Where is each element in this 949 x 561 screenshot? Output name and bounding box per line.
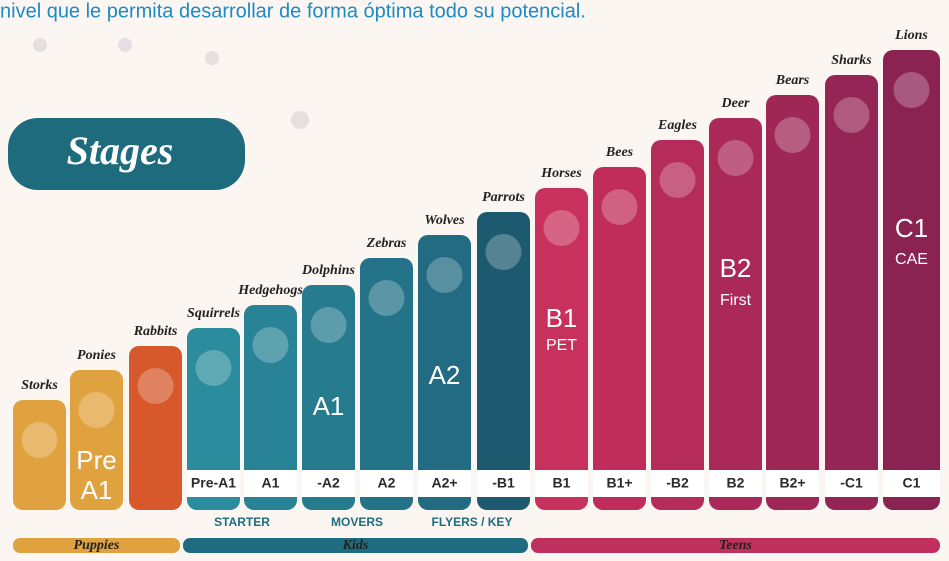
animal-illustration [834,97,870,133]
level-label: C1 [903,475,921,491]
animal-illustration [427,257,463,293]
heading: Stages [67,128,174,173]
exam-name: CAE [895,251,928,268]
level-big: B1 [546,303,578,333]
exam-name: First [720,292,752,309]
level-label: Pre-A1 [191,475,236,491]
level-label: -C1 [840,475,863,491]
animal-name: Rabbits [133,324,178,339]
animal-illustration [253,327,289,363]
group-label: STARTER [214,515,270,529]
level-label: B2 [727,475,745,491]
level-label: B1+ [606,475,632,491]
animal-name: Zebras [366,236,407,251]
page: nivel que le permita desarrollar de form… [0,0,949,556]
level-label: -B2 [666,475,689,491]
animal-name: Ponies [77,348,116,363]
animal-name: Hedgehogs [237,283,303,298]
animal-illustration [369,280,405,316]
decor [118,38,132,52]
decor [205,51,219,65]
animal-name: Bears [775,73,810,88]
level-label: B1 [553,475,571,491]
intro-text: nivel que le permita desarrollar de form… [0,0,586,22]
age-band-label: Puppies [74,538,120,553]
animal-name: Bees [605,145,634,160]
animal-illustration [718,140,754,176]
age-band-label: Teens [719,538,752,553]
animal-name: Deer [721,96,751,111]
level-label: A1 [262,475,280,491]
stage-column [709,118,762,510]
group-label: MOVERS [331,515,383,529]
level-big: A2 [429,360,461,390]
animal-name: Squirrels [187,306,240,321]
animal-name: Parrots [482,190,525,205]
animal-name: Sharks [831,53,872,68]
decor [33,38,47,52]
level-big: A1 [81,475,113,505]
level-label: -B1 [492,475,515,491]
animal-illustration [138,368,174,404]
level-label: -A2 [317,475,340,491]
animal-illustration [22,422,58,458]
animal-illustration [486,234,522,270]
level-big: Pre [76,445,116,475]
animal-illustration [602,189,638,225]
decor [291,111,309,129]
animal-name: Eagles [657,118,697,133]
animal-illustration [196,350,232,386]
level-label: A2 [378,475,396,491]
exam-name: PET [546,337,577,354]
animal-name: Storks [21,378,58,393]
stages-infographic: nivel que le permita desarrollar de form… [0,0,949,556]
animal-name: Wolves [424,213,465,228]
animal-illustration [544,210,580,246]
level-label: B2+ [779,475,805,491]
level-label: A2+ [431,475,457,491]
animal-name: Lions [894,28,928,43]
stage-column [883,50,940,510]
age-band-label: Kids [342,538,369,553]
animal-illustration [894,72,930,108]
level-big: C1 [895,213,928,243]
group-label: FLYERS / KEY [432,515,513,529]
level-big: B2 [720,253,752,283]
stage-column [825,75,878,510]
animal-name: Dolphins [301,263,355,278]
level-big: A1 [313,391,345,421]
animal-illustration [311,307,347,343]
animal-illustration [775,117,811,153]
animal-illustration [660,162,696,198]
animal-name: Horses [540,166,582,181]
stage-column [766,95,819,510]
animal-illustration [79,392,115,428]
